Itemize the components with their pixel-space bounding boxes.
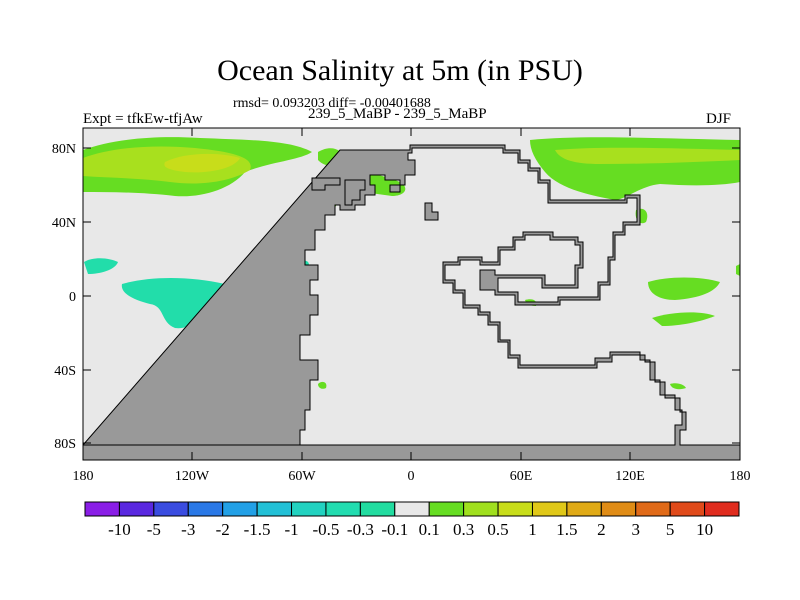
colorbar-label: 5: [666, 520, 675, 539]
colorbar-label: 10: [696, 520, 713, 539]
colorbar-label: -1: [284, 520, 298, 539]
lat-label-40n: 40N: [52, 216, 76, 231]
positive-anomaly-west-pacific: [648, 277, 720, 300]
lon-label-60w: 60W: [288, 469, 316, 484]
colorbar-swatch: [325, 501, 361, 517]
colorbar-label: 2: [597, 520, 606, 539]
colorbar-label: -10: [108, 520, 131, 539]
lon-label-60e: 60E: [510, 469, 533, 484]
colorbar-swatch: [531, 501, 568, 517]
positive-anomaly-south-atlantic: [318, 381, 327, 389]
colorbar-swatch: [463, 501, 499, 517]
colorbar-swatch: [222, 501, 258, 517]
negative-anomaly-tropical-pacific-west: [84, 258, 118, 274]
colorbar-label: -3: [181, 520, 195, 539]
stats-text: rmsd= 0.093203 diff= -0.00401688: [233, 96, 431, 111]
lon-label-180w: 180: [73, 469, 94, 484]
season-label: DJF: [706, 111, 732, 127]
colorbar-swatch: [669, 501, 706, 517]
lat-label-0: 0: [69, 290, 76, 305]
colorbar: -10 -5 -3 -2 -1.5 -1 -0.5 -0.3 -0.1 0.1 0.3 0.5 1 1.5…: [84, 501, 740, 539]
colorbar-swatch: [256, 501, 293, 517]
land-mass: [83, 144, 740, 460]
lat-label-40s: 40S: [54, 364, 76, 379]
colorbar-swatch: [497, 501, 533, 517]
colorbar-swatch: [291, 501, 327, 517]
colorbar-swatch: [600, 501, 637, 517]
colorbar-swatch: [566, 501, 602, 517]
colorbar-label: 0.5: [487, 520, 508, 539]
land-arctic-island: [311, 177, 341, 191]
lon-label-120e: 120E: [615, 469, 645, 484]
subtitle: 239_5_MaBP - 239_5_MaBP: [308, 106, 487, 122]
colorbar-label: -1.5: [244, 520, 271, 539]
positive-anomaly-arctic-pacific-peak: [164, 153, 240, 173]
positive-anomaly-southern-ocean: [670, 383, 686, 390]
positive-anomaly-south-pacific: [652, 312, 715, 326]
colorbar-swatch: [359, 501, 396, 517]
colorbar-swatch: [635, 501, 671, 517]
colorbar-label: 1: [528, 520, 537, 539]
lat-label-80n: 80N: [52, 142, 76, 157]
negative-anomaly-tropical-pacific: [121, 278, 233, 329]
tick-marks: [82, 128, 741, 460]
colorbar-label: -0.1: [381, 520, 408, 539]
colorbar-label: -2: [216, 520, 230, 539]
lon-label-0: 0: [408, 469, 415, 484]
positive-anomaly-arctic-siberia-core: [555, 147, 740, 164]
map-title: Ocean Salinity at 5m (in PSU): [217, 54, 583, 87]
lon-label-120w: 120W: [175, 469, 210, 484]
colorbar-label: -0.5: [312, 520, 339, 539]
colorbar-swatch: [394, 501, 430, 517]
colorbar-swatch: [428, 501, 465, 517]
land-small-island-2: [389, 184, 401, 193]
colorbar-swatch: [84, 501, 120, 517]
land-small-island-1: [424, 202, 439, 221]
colorbar-swatch: [118, 501, 155, 517]
colorbar-label: -0.3: [347, 520, 374, 539]
lat-label-80s: 80S: [54, 437, 76, 452]
colorbar-swatch: [187, 501, 224, 517]
colorbar-label: 0.3: [453, 520, 474, 539]
positive-anomaly-east-edge: [736, 264, 740, 276]
colorbar-label: 1.5: [556, 520, 577, 539]
colorbar-label: -5: [147, 520, 161, 539]
colorbar-label: 3: [631, 520, 640, 539]
colorbar-swatch: [153, 501, 189, 517]
land-greenland: [344, 179, 366, 206]
colorbar-swatch: [704, 501, 740, 517]
lon-label-180e: 180: [730, 469, 751, 484]
experiment-label: Expt = tfkEw-tfjAw: [83, 111, 203, 127]
colorbar-label: 0.1: [419, 520, 440, 539]
